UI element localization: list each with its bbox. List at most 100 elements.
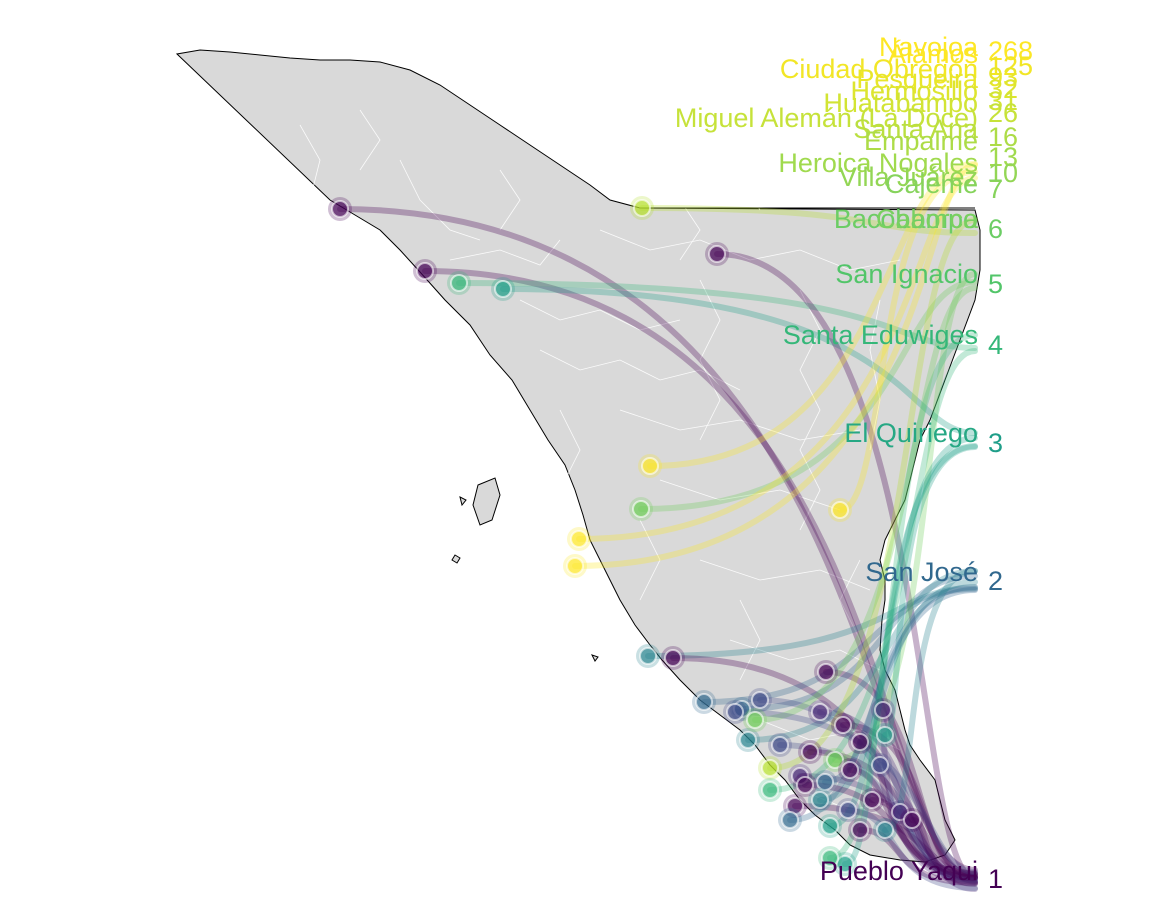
municipality-point bbox=[876, 726, 894, 744]
small-island-2 bbox=[591, 654, 599, 662]
municipality-point bbox=[839, 801, 857, 819]
connector-line bbox=[802, 782, 978, 881]
municipality-point bbox=[746, 711, 764, 729]
municipality-point bbox=[821, 849, 839, 867]
label-bacobampo: Bacobampo bbox=[834, 204, 978, 234]
municipality-point bbox=[796, 776, 814, 794]
count-3: 3 bbox=[988, 428, 1003, 458]
connector-line bbox=[840, 722, 978, 879]
connector-line bbox=[456, 280, 978, 351]
municipality-point bbox=[811, 791, 829, 809]
connector-line bbox=[767, 217, 978, 771]
connector-line bbox=[638, 279, 978, 512]
connector-line bbox=[337, 206, 978, 873]
municipality-point bbox=[494, 280, 512, 298]
municipality-point bbox=[566, 557, 584, 575]
connector-line bbox=[857, 827, 978, 886]
label-sanignacio: San Ignacio bbox=[835, 259, 978, 289]
count-93: 93 bbox=[988, 62, 1018, 92]
connector-line bbox=[739, 573, 978, 712]
municipality-point bbox=[903, 811, 921, 829]
municipality-point bbox=[331, 200, 349, 218]
count-16: 16 bbox=[988, 122, 1018, 152]
count-6: 6 bbox=[988, 214, 1003, 244]
count-1: 1 bbox=[988, 864, 1003, 894]
municipality-point bbox=[836, 855, 854, 873]
count-2: 2 bbox=[988, 566, 1003, 596]
count-31: 31 bbox=[988, 86, 1018, 116]
count-32: 32 bbox=[988, 74, 1018, 104]
small-island bbox=[451, 554, 461, 564]
label-quiriego: El Quiriego bbox=[844, 418, 978, 448]
sonora-landmass bbox=[175, 49, 981, 863]
municipality-point bbox=[695, 693, 713, 711]
connector-line bbox=[576, 175, 978, 542]
label-obregon: Ciudad Obregón bbox=[780, 54, 978, 84]
label-santaana: Santa Ana bbox=[853, 114, 979, 144]
municipality-point bbox=[751, 691, 769, 709]
connector-line bbox=[639, 205, 978, 236]
municipality-point bbox=[641, 457, 659, 475]
municipality-point bbox=[831, 501, 849, 519]
connector-line bbox=[714, 251, 978, 881]
municipality-point bbox=[726, 703, 744, 721]
municipality-point bbox=[821, 817, 839, 835]
small-island-3 bbox=[459, 496, 467, 507]
connector-line bbox=[767, 348, 978, 793]
label-hermosillo: Hermosillo bbox=[850, 76, 978, 106]
label-huatabampo: Huatabampo bbox=[823, 88, 978, 118]
connector-line bbox=[752, 285, 978, 723]
count-13: 13 bbox=[988, 142, 1018, 172]
municipality-point bbox=[816, 773, 834, 791]
municipality-point bbox=[708, 245, 726, 263]
count-4: 4 bbox=[988, 330, 1003, 360]
municipality-point bbox=[863, 791, 881, 809]
municipality-point bbox=[817, 663, 835, 681]
municipality-point bbox=[450, 274, 468, 292]
connector-line bbox=[823, 669, 978, 884]
label-pueblo: Pueblo Yaqui bbox=[820, 856, 978, 886]
label-empalme: Empalme bbox=[864, 126, 978, 156]
municipality-point bbox=[781, 811, 799, 829]
municipality-points bbox=[328, 196, 924, 876]
municipality-point bbox=[851, 821, 869, 839]
municipality-point bbox=[834, 716, 852, 734]
municipality-point bbox=[801, 743, 819, 761]
label-alamos: Álamos bbox=[888, 39, 978, 69]
label-pesqueira: Pesqueira bbox=[856, 64, 979, 94]
label-villajuarez: Villa Juárez bbox=[839, 162, 978, 192]
connector-line bbox=[732, 709, 978, 875]
municipality-point bbox=[761, 759, 779, 777]
connector-line bbox=[882, 444, 978, 738]
connector-line bbox=[817, 579, 978, 803]
municipality-point bbox=[851, 733, 869, 751]
connector-line bbox=[857, 739, 978, 881]
ranked-labels: Navojoa Álamos 268 Ciudad Obregón 125 Pe… bbox=[675, 32, 1033, 894]
connector-line bbox=[847, 767, 978, 876]
connector-line bbox=[757, 697, 978, 885]
municipality-point bbox=[826, 751, 844, 769]
connector-line bbox=[845, 807, 978, 891]
connector-line bbox=[500, 286, 978, 436]
count-125: 125 bbox=[988, 51, 1033, 81]
municipality-point bbox=[639, 647, 657, 665]
connector-line bbox=[837, 169, 978, 513]
label-sanjose: San José bbox=[865, 557, 978, 587]
connector-line bbox=[745, 568, 978, 743]
label-cajeme: Cajeme bbox=[885, 169, 978, 199]
connector-line bbox=[422, 268, 978, 880]
label-navojoa: Navojoa bbox=[879, 32, 979, 62]
label-caborca: Caborca bbox=[876, 204, 979, 234]
municipality-point bbox=[871, 756, 889, 774]
connector-curves bbox=[337, 161, 978, 892]
count-26: 26 bbox=[988, 98, 1018, 128]
municipality-point bbox=[416, 262, 434, 280]
municipality-point bbox=[841, 761, 859, 779]
tiburon-island bbox=[472, 477, 501, 526]
count-7: 7 bbox=[988, 174, 1003, 204]
municipality-point bbox=[664, 649, 682, 667]
municipality-point bbox=[811, 703, 829, 721]
municipality-point bbox=[876, 821, 894, 839]
